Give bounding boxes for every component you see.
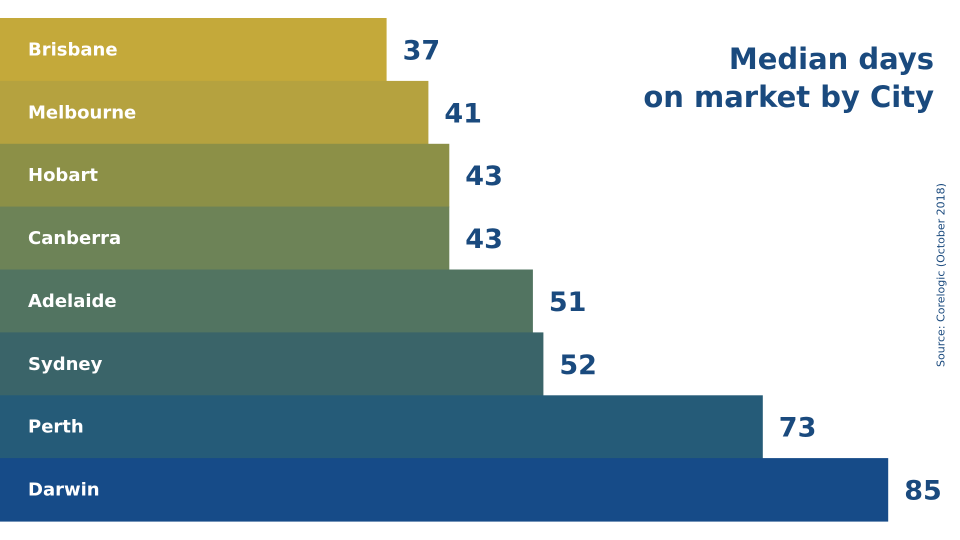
source-note: Source: Corelogic (October 2018): [934, 183, 948, 367]
bar-hobart: [0, 143, 450, 208]
value-label: 43: [465, 224, 503, 255]
chart-title-line-1: Median days: [728, 42, 934, 76]
bar-darwin: [0, 458, 889, 522]
value-label: 85: [904, 476, 942, 507]
category-label: Perth: [28, 417, 84, 438]
value-label: 52: [559, 350, 597, 381]
bar-sydney: [0, 332, 544, 396]
value-label: 51: [549, 287, 587, 318]
bar-adelaide: [0, 269, 533, 333]
category-label: Melbourne: [28, 102, 136, 123]
category-label: Darwin: [28, 480, 100, 501]
category-label: Canberra: [28, 228, 121, 249]
category-label: Adelaide: [28, 291, 117, 312]
bar-canberra: [0, 206, 450, 271]
value-label: 43: [465, 161, 503, 192]
value-label: 37: [403, 35, 441, 66]
bar-melbourne: [0, 80, 429, 145]
bar-brisbane: [0, 18, 387, 82]
category-label: Hobart: [28, 165, 98, 186]
chart-title-line-2: on market by City: [643, 80, 934, 114]
chart-title: Median days on market by City: [614, 40, 934, 116]
category-label: Brisbane: [28, 39, 118, 60]
value-label: 73: [779, 413, 817, 444]
bar-perth: [0, 395, 763, 459]
value-label: 41: [444, 98, 482, 129]
category-label: Sydney: [28, 354, 103, 375]
